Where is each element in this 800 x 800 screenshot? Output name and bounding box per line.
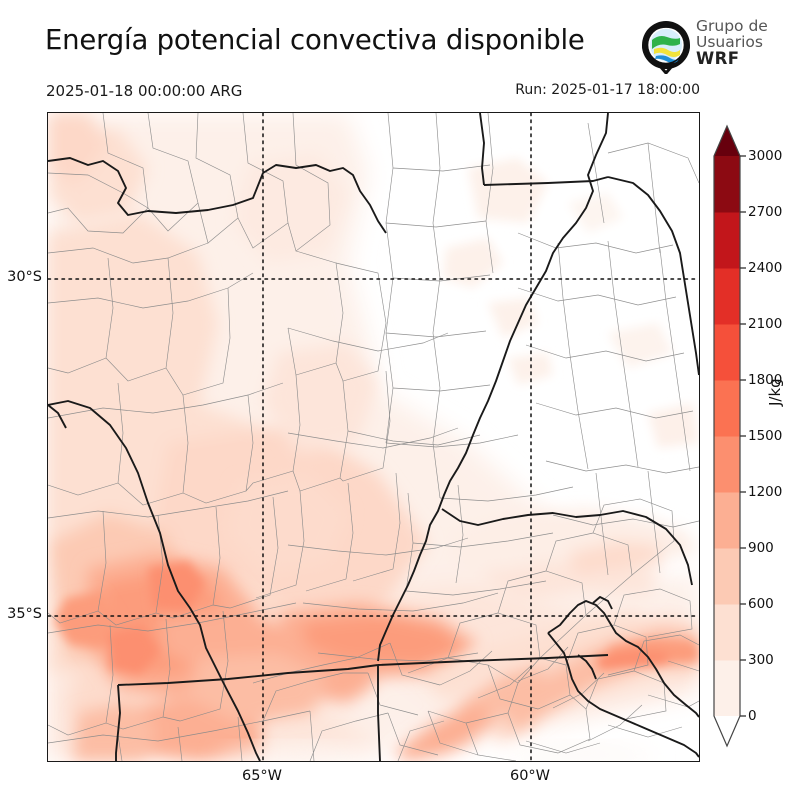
province-boundaries xyxy=(48,113,699,761)
lon-label-65w: 65°W xyxy=(241,768,283,784)
colorbar-band xyxy=(714,492,740,549)
colorbar-band xyxy=(714,436,740,493)
colorbar-tick-label: 2700 xyxy=(748,204,783,220)
colorbar-tick-label: 300 xyxy=(748,652,774,668)
colorbar-tick-label: 1800 xyxy=(748,372,783,388)
valid-time-label: 2025-01-18 00:00:00 ARG xyxy=(46,82,243,100)
colorbar-tick-label: 1500 xyxy=(748,428,783,444)
colorbar-band xyxy=(714,268,740,325)
colorbar-tick-marks xyxy=(740,155,746,717)
cape-map-svg xyxy=(48,113,699,761)
colorbar-band xyxy=(714,156,740,213)
colorbar-band xyxy=(714,212,740,269)
colorbar-band xyxy=(714,380,740,437)
wrf-user-group-logo: Grupo de Usuarios WRF xyxy=(638,18,798,76)
colorbar-tick-label: 3000 xyxy=(748,148,783,164)
lat-label-30s: 30°S xyxy=(7,269,42,285)
colorbar-tick-label: 900 xyxy=(748,540,774,556)
run-time-label: Run: 2025-01-17 18:00:00 xyxy=(515,82,700,98)
colorbar-extend-low xyxy=(714,716,740,746)
graticule-gridlines xyxy=(48,113,699,761)
colorbar-extend-high xyxy=(714,126,740,156)
colorbar-tick-label: 2400 xyxy=(748,260,783,276)
department-boundaries xyxy=(48,113,699,761)
lon-label-60w: 60°W xyxy=(509,768,551,784)
colorbar[interactable]: J/kg 0 300 600 900 1200 1500 1800 2100 2400 2700 3… xyxy=(710,118,800,762)
page-title: Energía potencial convectiva disponible xyxy=(45,24,585,56)
colorbar-tick-label: 600 xyxy=(748,596,774,612)
colorbar-band xyxy=(714,604,740,661)
logo-line-2: Usuarios xyxy=(696,32,763,51)
lat-label-35s: 35°S xyxy=(7,606,42,622)
colorbar-band xyxy=(714,660,740,717)
logo-line-3: WRF xyxy=(696,48,740,68)
colorbar-band xyxy=(714,548,740,605)
colorbar-svg xyxy=(713,124,746,748)
colorbar-tick-label: 1200 xyxy=(748,484,783,500)
colorbar-bands xyxy=(714,156,740,717)
colorbar-band xyxy=(714,324,740,381)
logo-line-1: Grupo de xyxy=(696,17,768,35)
cape-map-plot-area[interactable] xyxy=(47,112,700,762)
colorbar-tick-label: 2100 xyxy=(748,316,783,332)
globe-emblem-icon xyxy=(642,21,690,74)
colorbar-tick-label: 0 xyxy=(748,708,757,724)
